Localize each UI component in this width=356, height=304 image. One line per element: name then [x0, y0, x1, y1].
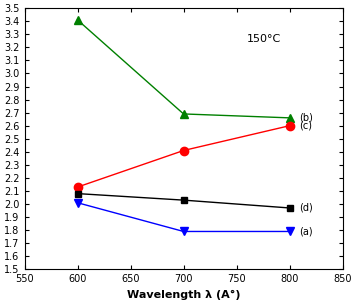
Text: (c): (c)	[299, 121, 312, 131]
Text: 150°C: 150°C	[247, 34, 281, 44]
Text: (d): (d)	[299, 203, 313, 213]
Text: (a): (a)	[299, 226, 313, 237]
X-axis label: Wavelength λ (A°): Wavelength λ (A°)	[127, 290, 240, 300]
Text: (b): (b)	[299, 113, 313, 123]
